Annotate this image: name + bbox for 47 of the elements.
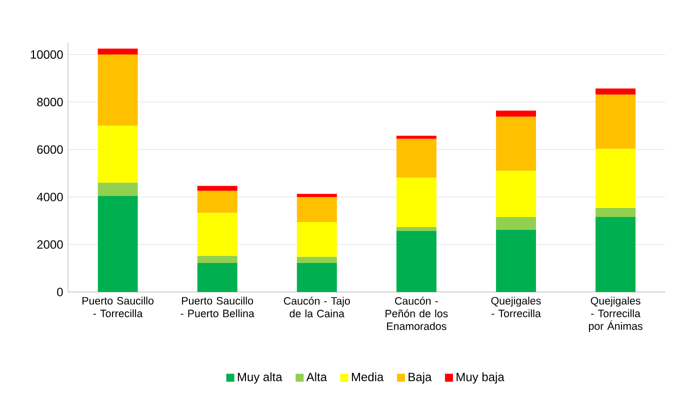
y-tick-label: 2000: [37, 240, 63, 249]
bar: [496, 110, 536, 117]
x-tick-label: Quejigales - Torrecilla: [491, 296, 541, 318]
bar: [197, 190, 238, 213]
legend-label: Media: [352, 372, 384, 382]
bar: [596, 208, 636, 217]
legend-label: Baja: [408, 372, 432, 384]
bar: [296, 197, 337, 222]
bar: [98, 196, 138, 292]
bar: [98, 54, 138, 126]
y-tick-label: 0: [57, 288, 63, 296]
bar: [396, 138, 436, 178]
bar: [98, 182, 138, 196]
bar: [396, 136, 436, 139]
bar: [296, 222, 337, 257]
y-tick-label: 6000: [37, 145, 63, 154]
y-tick-label: 8000: [37, 98, 63, 106]
legend-label: Muy baja: [456, 372, 504, 384]
bar: [396, 178, 436, 227]
bar: [197, 256, 238, 264]
bar: [396, 230, 436, 292]
bar: [496, 116, 536, 171]
bar: [396, 226, 436, 231]
bar: [197, 263, 238, 292]
bar: [596, 88, 636, 95]
legend-label: Muy alta: [238, 372, 282, 384]
bar: [296, 194, 337, 198]
x-tick-label: Puerto Saucillo - Puerto Bellina: [180, 296, 254, 318]
x-tick-label: Caucón - Tajo de la Caina: [284, 296, 350, 318]
bar: [596, 148, 636, 208]
bar: [296, 263, 337, 292]
x-tick-label: Quejigales - Torrecilla por Ánimas: [588, 296, 642, 332]
bar: [197, 212, 238, 256]
bar: [296, 256, 337, 264]
bar: [496, 230, 536, 292]
x-tick-label: Puerto Saucillo - Torrecilla: [82, 296, 154, 318]
bar: [596, 216, 636, 292]
bar: [496, 170, 536, 217]
bar: [98, 126, 138, 183]
bar: [596, 94, 636, 149]
y-tick-label: 10000: [30, 50, 63, 59]
x-tick-label: Caucón - Peñón de los Enamorados: [386, 296, 448, 330]
bar: [98, 48, 138, 55]
bar: [197, 186, 238, 191]
bar: [496, 216, 536, 230]
legend-label: Alta: [306, 372, 327, 382]
y-tick-label: 4000: [36, 192, 63, 202]
